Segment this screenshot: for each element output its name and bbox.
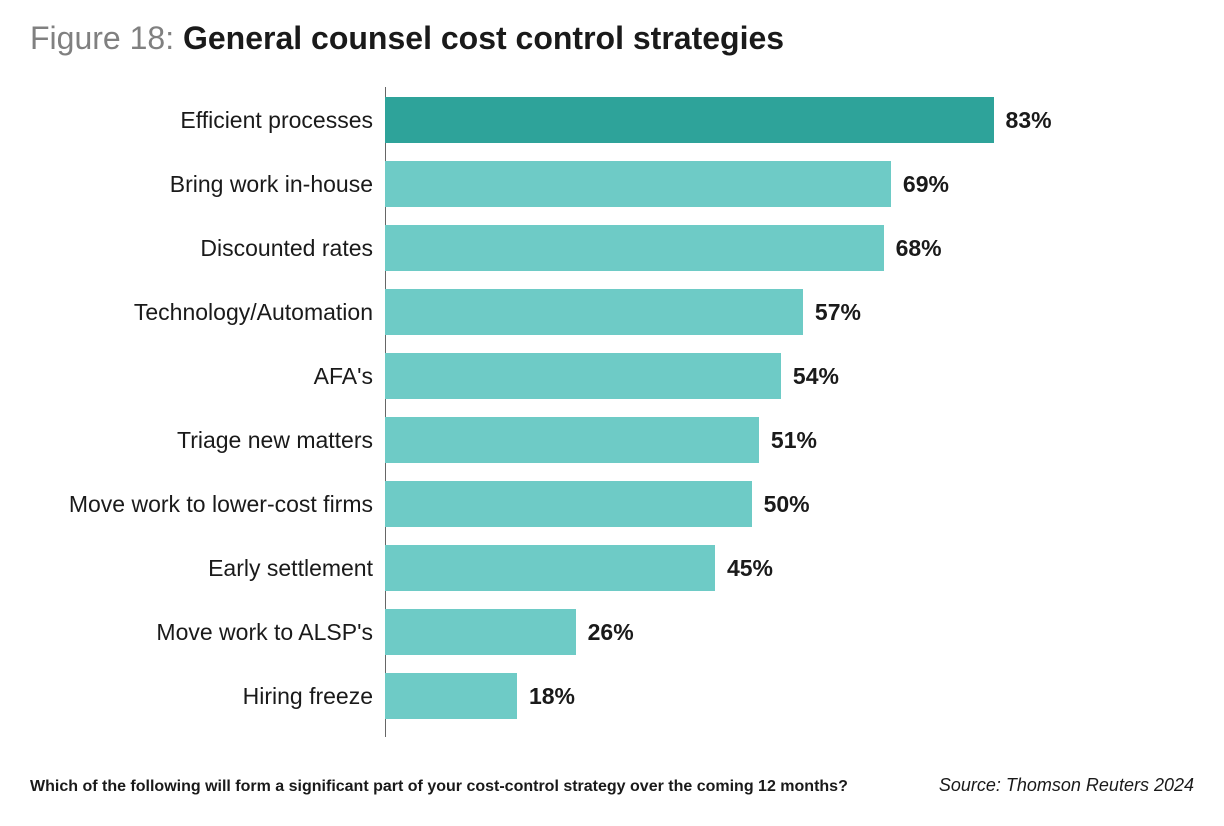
bar (385, 97, 994, 143)
bar-label: Hiring freeze (243, 683, 373, 710)
bar-value: 50% (764, 491, 810, 518)
bar-row: Bring work in-house69% (385, 161, 1194, 207)
bar-value: 26% (588, 619, 634, 646)
bar-label: Efficient processes (180, 107, 373, 134)
bar (385, 225, 884, 271)
bar-row: Move work to ALSP's26% (385, 609, 1194, 655)
bar-value: 69% (903, 171, 949, 198)
bar (385, 353, 781, 399)
bar-value: 18% (529, 683, 575, 710)
bar-value: 51% (771, 427, 817, 454)
bar-label: Triage new matters (177, 427, 373, 454)
bar (385, 545, 715, 591)
chart-area: Efficient processes83%Bring work in-hous… (30, 87, 1194, 719)
bar-label: Discounted rates (200, 235, 373, 262)
bar-label: Move work to ALSP's (156, 619, 373, 646)
bar-label: AFA's (314, 363, 373, 390)
bar-row: Discounted rates68% (385, 225, 1194, 271)
bar-row: AFA's54% (385, 353, 1194, 399)
bar-value: 54% (793, 363, 839, 390)
bar-row: Triage new matters51% (385, 417, 1194, 463)
bar (385, 417, 759, 463)
bar-label: Technology/Automation (134, 299, 373, 326)
bar-row: Move work to lower-cost firms50% (385, 481, 1194, 527)
bar-row: Early settlement45% (385, 545, 1194, 591)
figure-title: General counsel cost control strategies (183, 20, 784, 56)
bar (385, 289, 803, 335)
bar (385, 673, 517, 719)
figure-label: Figure 18: (30, 20, 183, 56)
bar-value: 68% (896, 235, 942, 262)
bar (385, 161, 891, 207)
bar (385, 609, 576, 655)
footer-question: Which of the following will form a signi… (30, 778, 848, 796)
bar (385, 481, 752, 527)
bar-value: 57% (815, 299, 861, 326)
bar-value: 45% (727, 555, 773, 582)
footer-source: Source: Thomson Reuters 2024 (939, 775, 1194, 796)
bar-label: Early settlement (208, 555, 373, 582)
bar-row: Hiring freeze18% (385, 673, 1194, 719)
chart-header: Figure 18: General counsel cost control … (30, 20, 1194, 57)
bar-row: Efficient processes83% (385, 97, 1194, 143)
bar-row: Technology/Automation57% (385, 289, 1194, 335)
chart-footer: Which of the following will form a signi… (30, 775, 1194, 796)
bar-value: 83% (1006, 107, 1052, 134)
bar-label: Move work to lower-cost firms (69, 491, 373, 518)
bar-label: Bring work in-house (170, 171, 373, 198)
